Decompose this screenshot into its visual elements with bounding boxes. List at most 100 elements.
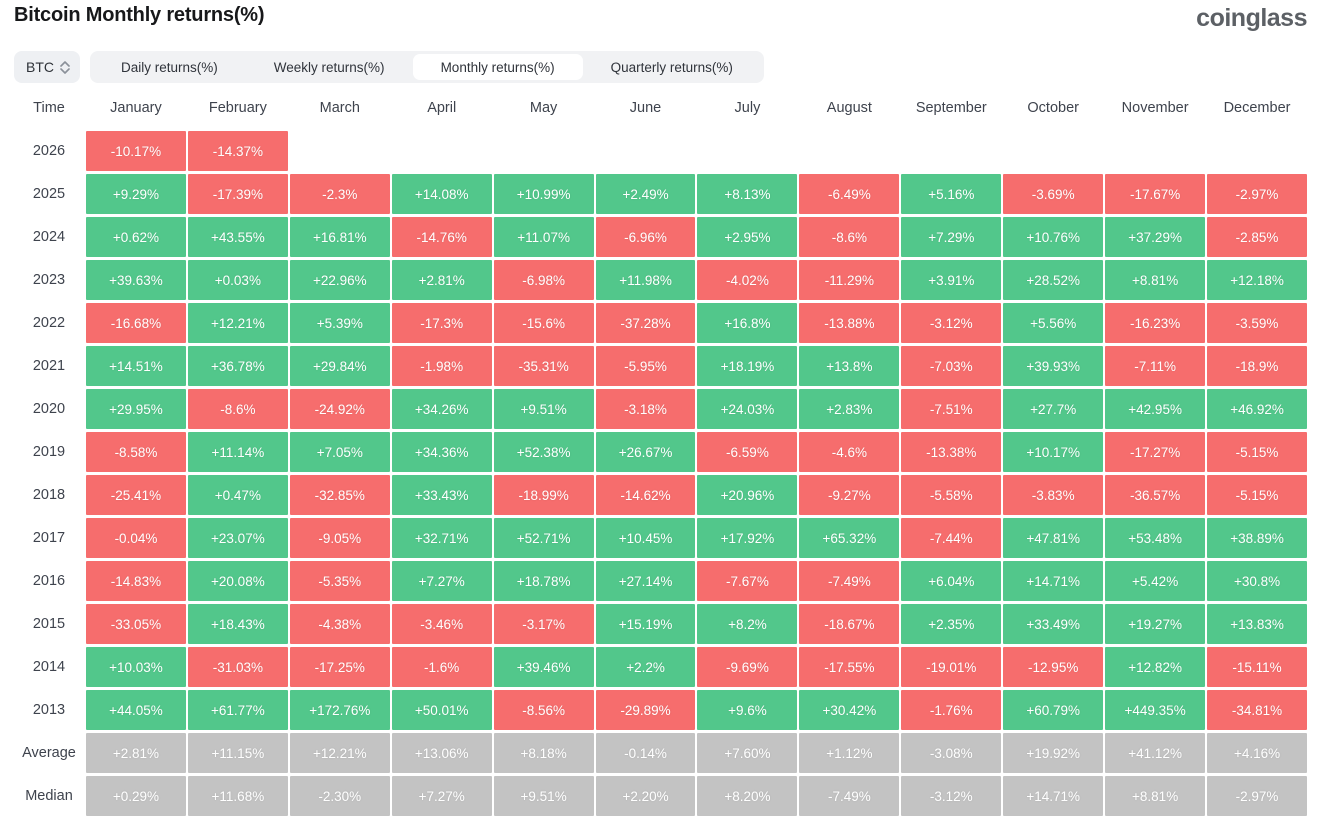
returns-table: Time January February March April May June Jul… (14, 96, 1307, 816)
return-cell: -18.99% (493, 475, 594, 515)
tab-weekly-returns[interactable]: Weekly returns(%) (273, 59, 385, 75)
table-row-2022: 2022 -16.68% +12.21% +5.39% -17.3% -15.6% -37.… (14, 303, 1307, 343)
return-cell: -9.05% (289, 518, 390, 558)
month-header-april: April (427, 100, 457, 116)
return-cell: -7.44% (901, 518, 1002, 558)
return-cell: -2.85% (1207, 217, 1307, 257)
return-cell: +11.07% (493, 217, 594, 257)
return-cell: -14.83% (86, 561, 186, 601)
return-cell: +28.52% (1003, 260, 1104, 300)
return-cell: -19.01% (901, 647, 1002, 687)
return-cell: -17.25% (289, 647, 390, 687)
tab-daily-returns[interactable]: Daily returns(%) (121, 59, 218, 75)
top-bar: Bitcoin Monthly returns(%) coinglass (0, 0, 1332, 44)
return-cell: +3.91% (901, 260, 1002, 300)
empty-cell (1207, 131, 1307, 171)
table-row-2014: 2014 +10.03% -31.03% -17.25% -1.6% +39.46% +2.… (14, 647, 1307, 687)
return-cell: +5.39% (289, 303, 390, 343)
return-cell: +11.14% (187, 432, 288, 472)
return-cell: +12.82% (1105, 647, 1206, 687)
month-header-july: July (734, 100, 761, 116)
return-cell: +11.98% (595, 260, 696, 300)
return-cell: +53.48% (1105, 518, 1206, 558)
return-cell: +13.83% (1207, 604, 1307, 644)
empty-cell (901, 131, 1001, 171)
return-cell: +19.27% (1105, 604, 1206, 644)
return-cell: -4.6% (799, 432, 900, 472)
tab-quarterly-returns[interactable]: Quarterly returns(%) (610, 59, 733, 75)
return-cell: +13.8% (799, 346, 900, 386)
return-cell: -29.89% (595, 690, 696, 730)
row-label: 2021 (32, 358, 66, 374)
return-cell: -7.51% (901, 389, 1002, 429)
return-cell: +12.21% (289, 733, 390, 773)
empty-cell (799, 131, 899, 171)
row-label: 2020 (32, 401, 66, 417)
return-cell: +172.76% (289, 690, 390, 730)
return-cell: -8.56% (493, 690, 594, 730)
return-cell: +14.51% (86, 346, 186, 386)
symbol-select[interactable]: BTC (14, 51, 80, 83)
table-header-row: Time January February March April May June Jul… (14, 96, 1307, 120)
return-cell: -14.37% (187, 131, 288, 171)
row-label: 2013 (32, 702, 66, 718)
month-header-march: March (319, 100, 360, 116)
row-label: 2026 (32, 143, 66, 159)
return-cell: -32.85% (289, 475, 390, 515)
return-cell: -15.6% (493, 303, 594, 343)
row-label: 2025 (32, 186, 66, 202)
return-cell: +11.68% (187, 776, 288, 816)
return-cell: +9.51% (493, 776, 594, 816)
row-label: 2019 (32, 444, 66, 460)
return-cell: +65.32% (799, 518, 900, 558)
row-label: Median (25, 788, 73, 804)
return-cell: -25.41% (86, 475, 186, 515)
return-cell: -17.67% (1105, 174, 1206, 214)
tab-monthly-returns[interactable]: Monthly returns(%) (412, 54, 583, 80)
empty-cell (1105, 131, 1205, 171)
return-cell: -37.28% (595, 303, 696, 343)
return-cell: -33.05% (86, 604, 186, 644)
return-cell: +2.83% (799, 389, 900, 429)
return-cell: -7.67% (697, 561, 798, 601)
return-cell: +52.38% (493, 432, 594, 472)
return-cell: -5.15% (1207, 475, 1307, 515)
return-cell: +7.27% (391, 561, 492, 601)
return-cell: +47.81% (1003, 518, 1104, 558)
return-cell: +14.71% (1003, 776, 1104, 816)
return-cell: +27.7% (1003, 389, 1104, 429)
return-cell: +10.17% (1003, 432, 1104, 472)
controls-bar: BTC Daily returns(%) Weekly returns(%) Mon… (0, 44, 1332, 83)
return-cell: +52.71% (493, 518, 594, 558)
return-cell: +34.36% (391, 432, 492, 472)
return-cell: -31.03% (187, 647, 288, 687)
return-cell: +11.15% (187, 733, 288, 773)
return-cell: -6.96% (595, 217, 696, 257)
return-cell: -3.12% (901, 303, 1002, 343)
return-cell: -14.76% (391, 217, 492, 257)
return-cell: -4.02% (697, 260, 798, 300)
return-cell: -10.17% (86, 131, 186, 171)
return-cell: +449.35% (1105, 690, 1206, 730)
return-cell: +18.43% (187, 604, 288, 644)
coinglass-logo: coinglass (1196, 4, 1307, 32)
row-label: 2016 (32, 573, 66, 589)
return-cell: -5.15% (1207, 432, 1307, 472)
return-cell: -1.76% (901, 690, 1002, 730)
month-header-august: August (826, 100, 872, 116)
month-header-december: December (1223, 100, 1291, 116)
row-label: 2022 (32, 315, 66, 331)
return-cell: +33.43% (391, 475, 492, 515)
table-row-2020: 2020 +29.95% -8.6% -24.92% +34.26% +9.51% -3.1… (14, 389, 1307, 429)
return-cell: -13.88% (799, 303, 900, 343)
return-cell: -3.46% (391, 604, 492, 644)
return-cell: +34.26% (391, 389, 492, 429)
return-cell: -34.81% (1207, 690, 1307, 730)
table-row-2026: 2026 -10.17% -14.37% (14, 131, 1307, 171)
return-cell: +4.16% (1207, 733, 1307, 773)
return-cell: +60.79% (1003, 690, 1104, 730)
return-cell: +2.81% (86, 733, 186, 773)
table-row-2025: 2025 +9.29% -17.39% -2.3% +14.08% +10.99% +2.4… (14, 174, 1307, 214)
return-cell: -9.27% (799, 475, 900, 515)
return-cell: -3.59% (1207, 303, 1307, 343)
